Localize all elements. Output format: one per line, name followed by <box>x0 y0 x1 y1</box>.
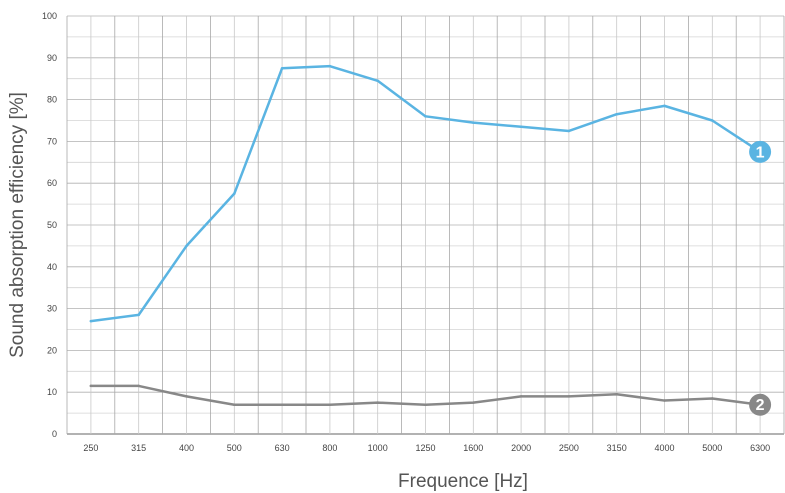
data-point <box>280 403 284 406</box>
data-point <box>519 395 523 398</box>
data-point <box>233 403 236 406</box>
x-tick-label: 3150 <box>607 443 627 453</box>
series-marker-1 <box>749 140 772 163</box>
x-tick-label: 315 <box>131 443 146 453</box>
data-point <box>137 384 140 388</box>
data-point <box>137 313 140 317</box>
data-point <box>280 67 284 70</box>
y-ticks: 0 10 20 30 40 50 60 70 80 90 100 <box>42 11 57 439</box>
y-tick-label: 100 <box>42 11 57 21</box>
data-point <box>615 393 618 396</box>
x-tick-label: 400 <box>179 443 194 453</box>
data-point <box>472 401 475 404</box>
x-tick-label: 2500 <box>559 443 579 453</box>
grid <box>66 15 785 435</box>
y-axis-title: Sound absorption efficiency [%] <box>7 92 28 358</box>
x-ticks: 250 315 400 500 630 800 1000 1250 1600 2000 2500 31… <box>83 443 770 453</box>
data-point <box>376 401 379 404</box>
x-tick-label: 500 <box>227 443 242 453</box>
x-axis-title: Frequence [Hz] <box>398 471 528 492</box>
data-point <box>711 397 714 400</box>
data-point <box>328 64 332 68</box>
x-tick-label: 5000 <box>702 443 722 453</box>
data-point <box>89 319 93 323</box>
x-tick-label: 2000 <box>511 443 531 453</box>
data-point <box>663 399 666 402</box>
data-point <box>472 121 475 124</box>
y-tick-label: 20 <box>47 345 57 355</box>
y-tick-label: 60 <box>47 178 57 188</box>
data-point <box>615 112 618 116</box>
data-point <box>711 119 714 122</box>
data-point <box>424 403 427 406</box>
series-marker-label: 1 <box>756 144 765 161</box>
series-markers: 12 <box>749 140 772 416</box>
data-point <box>567 129 571 133</box>
y-tick-label: 80 <box>47 95 57 105</box>
y-tick-label: 0 <box>52 429 57 439</box>
data-point <box>663 104 666 108</box>
series-marker-2 <box>749 393 772 416</box>
x-tick-label: 800 <box>322 443 337 453</box>
y-tick-label: 10 <box>47 387 57 397</box>
x-tick-label: 1000 <box>368 443 388 453</box>
data-point <box>185 395 188 398</box>
y-tick-label: 40 <box>47 262 57 272</box>
y-tick-label: 70 <box>47 136 57 146</box>
data-point <box>89 384 93 388</box>
x-tick-label: 4000 <box>654 443 674 453</box>
data-point <box>233 192 236 195</box>
x-tick-label: 6300 <box>750 443 770 453</box>
y-tick-label: 50 <box>47 220 57 230</box>
data-point <box>185 244 188 248</box>
x-tick-label: 250 <box>83 443 98 453</box>
y-tick-label: 90 <box>47 53 57 63</box>
data-point <box>328 403 332 406</box>
y-tick-label: 30 <box>47 304 57 314</box>
x-tick-label: 1250 <box>415 443 435 453</box>
series-marker-label: 2 <box>756 397 765 414</box>
x-tick-label: 1600 <box>463 443 483 453</box>
data-point <box>424 115 427 118</box>
x-tick-label: 630 <box>275 443 290 453</box>
data-point <box>376 79 379 83</box>
data-point <box>567 395 571 398</box>
data-point <box>519 125 523 129</box>
